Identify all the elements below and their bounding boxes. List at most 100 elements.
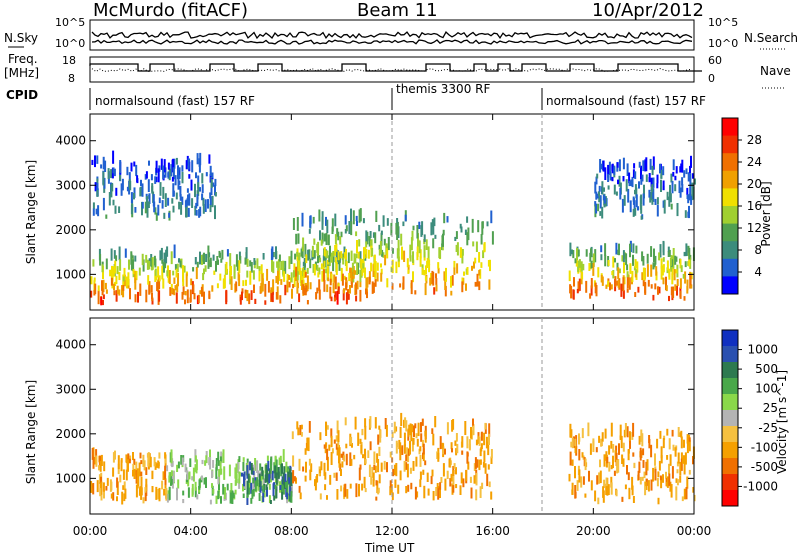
heatmap-cell <box>194 481 197 491</box>
heatmap-cell <box>348 272 351 282</box>
heatmap-cell <box>161 200 164 209</box>
heatmap-cell <box>610 465 613 470</box>
y-tick-label: 4000 <box>55 338 86 352</box>
heatmap-cell <box>403 419 405 428</box>
heatmap-cell <box>328 255 331 263</box>
heatmap-cell <box>601 206 604 219</box>
heatmap-cell <box>347 293 350 300</box>
heatmap-cell <box>629 243 631 258</box>
heatmap-cell <box>671 180 674 194</box>
heatmap-cell <box>275 292 278 300</box>
heatmap-cell <box>481 221 484 229</box>
heatmap-cell <box>668 463 670 475</box>
heatmap-cell <box>299 425 302 436</box>
heatmap-cell <box>102 279 105 293</box>
heatmap-cell <box>94 283 97 295</box>
heatmap-cell <box>107 168 110 179</box>
heatmap-cell <box>641 174 644 182</box>
heatmap-cell <box>293 263 296 271</box>
heatmap-cell <box>162 471 165 480</box>
heatmap-cell <box>688 247 691 260</box>
heatmap-cell <box>419 479 422 488</box>
heatmap-cell <box>461 249 464 256</box>
heatmap-cell <box>474 457 477 469</box>
heatmap-cell <box>631 270 634 282</box>
heatmap-cell <box>325 216 327 226</box>
heatmap-cell <box>295 477 297 484</box>
heatmap-cell <box>356 240 358 254</box>
heatmap-cell <box>378 446 381 456</box>
heatmap-cell <box>112 266 115 277</box>
heatmap-cell <box>305 461 307 473</box>
freq-panel: Freq. [MHz] 18 8 60 0 Nave <box>4 52 791 89</box>
heatmap-cell <box>412 437 415 445</box>
heatmap-cell <box>452 419 455 430</box>
heatmap-cell <box>205 172 208 177</box>
heatmap-cell <box>177 479 180 489</box>
nsky-tick-bottom: 10^0 <box>55 37 85 50</box>
heatmap-cell <box>178 201 181 210</box>
heatmap-cell <box>603 454 606 467</box>
colorbar-tick-label: 1000 <box>747 343 778 357</box>
heatmap-cell <box>171 198 174 204</box>
heatmap-cell <box>245 247 248 259</box>
heatmap-cell <box>679 461 682 476</box>
heatmap-cell <box>352 210 355 225</box>
heatmap-cell <box>262 489 265 502</box>
heatmap-cell <box>674 184 677 192</box>
heatmap-cell <box>112 492 115 501</box>
heatmap-cell <box>343 288 345 294</box>
heatmap-cell <box>366 231 369 245</box>
heatmap-cell <box>170 288 173 294</box>
heatmap-cell <box>151 292 153 300</box>
heatmap-cell <box>391 431 394 438</box>
heatmap-cell <box>598 472 601 484</box>
heatmap-cell <box>357 251 360 259</box>
heatmap-cell <box>252 470 255 476</box>
heatmap-cell <box>428 259 431 265</box>
heatmap-cell <box>170 251 173 265</box>
heatmap-cell <box>461 253 464 264</box>
heatmap-cell <box>689 173 692 187</box>
heatmap-cell <box>598 195 601 203</box>
heatmap-cell <box>209 203 212 213</box>
heatmap-cell <box>415 433 418 439</box>
heatmap-cell <box>389 480 392 488</box>
heatmap-cell <box>133 458 136 465</box>
heatmap-cell <box>120 458 123 463</box>
heatmap-cell <box>407 484 410 492</box>
heatmap-cell <box>242 493 245 498</box>
freq-tick-bottom: 8 <box>68 72 75 85</box>
heatmap-cell <box>173 158 176 169</box>
heatmap-cell <box>633 163 636 169</box>
heatmap-cell <box>481 482 484 489</box>
heatmap-cell <box>375 210 378 222</box>
heatmap-cell <box>247 462 250 475</box>
heatmap-cell <box>662 438 665 449</box>
heatmap-cell <box>653 248 655 263</box>
heatmap-cell <box>656 183 659 189</box>
heatmap-cell <box>680 163 683 172</box>
heatmap-cell <box>344 252 346 259</box>
heatmap-cell <box>96 190 99 197</box>
heatmap-cell <box>325 268 328 274</box>
heatmap-cell <box>580 261 583 272</box>
heatmap-cell <box>257 470 260 478</box>
heatmap-cell <box>297 233 300 244</box>
heatmap-cell <box>265 484 268 490</box>
heatmap-cell <box>109 269 112 277</box>
heatmap-cell <box>203 477 206 485</box>
heatmap-cell <box>355 295 358 302</box>
heatmap-cell <box>574 485 577 499</box>
heatmap-cell <box>472 425 475 436</box>
heatmap-cell <box>351 443 353 448</box>
heatmap-cell <box>232 492 235 498</box>
heatmap-cell <box>318 267 321 275</box>
heatmap-cell <box>290 472 293 486</box>
heatmap-cell <box>589 443 592 455</box>
heatmap-cell <box>122 289 125 298</box>
heatmap-cell <box>214 192 217 197</box>
heatmap-cell <box>297 282 299 289</box>
heatmap-cell <box>466 232 469 246</box>
